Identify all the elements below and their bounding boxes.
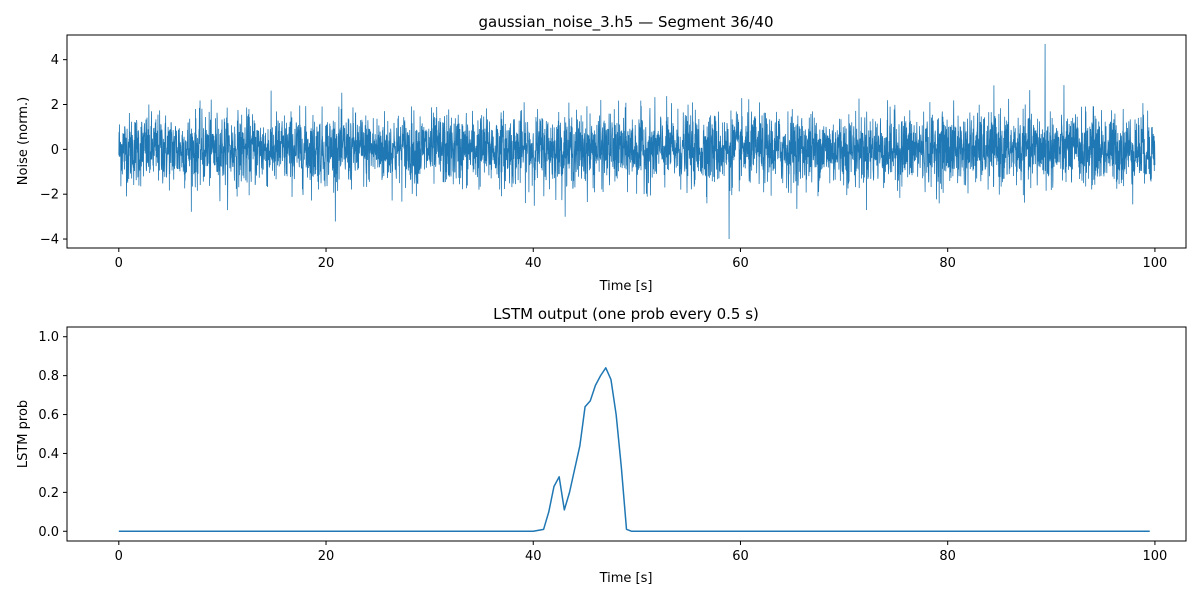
lstm-x-label: Time [s] [599, 571, 653, 586]
lstm-prob-line [118, 367, 1150, 533]
y-tick-label: −4 [40, 233, 59, 248]
x-tick-label: 0 [115, 256, 123, 271]
noise-x-ticks: 0 20 40 60 80 100 [115, 248, 1168, 271]
x-tick-label: 60 [732, 549, 749, 564]
lstm-y-label: LSTM prob [16, 400, 31, 468]
lstm-y-ticks: 0.0 0.2 0.4 0.6 0.8 1.0 [38, 330, 67, 540]
lstm-x-ticks: 0 20 40 60 80 100 [115, 541, 1168, 564]
x-tick-label: 40 [525, 256, 542, 271]
y-tick-label: 0.0 [38, 525, 59, 540]
x-tick-label: 0 [115, 549, 123, 564]
y-tick-label: 0.6 [38, 408, 59, 423]
y-tick-label: −2 [40, 188, 59, 203]
x-tick-label: 100 [1143, 256, 1168, 271]
lstm-chart-title: LSTM output (one prob every 0.5 s) [493, 305, 759, 323]
noise-y-label: Noise (norm.) [16, 97, 31, 185]
y-tick-label: 1.0 [38, 330, 59, 345]
noise-chart-title: gaussian_noise_3.h5 — Segment 36/40 [478, 13, 773, 32]
noise-marks [118, 43, 1156, 240]
x-tick-label: 80 [939, 549, 956, 564]
x-tick-label: 20 [318, 256, 335, 271]
lstm-marks [118, 367, 1150, 533]
y-tick-label: 0.8 [38, 369, 59, 384]
y-tick-label: 0 [51, 143, 59, 158]
x-tick-label: 80 [939, 256, 956, 271]
x-tick-label: 60 [732, 256, 749, 271]
noise-x-label: Time [s] [599, 279, 653, 294]
y-tick-label: 4 [51, 53, 59, 68]
y-tick-label: 0.2 [38, 486, 59, 501]
lstm-plot-frame [66, 326, 1187, 542]
noise-y-ticks: −4 −2 0 2 4 [40, 53, 67, 248]
noise-plot-frame [66, 34, 1187, 249]
x-tick-label: 100 [1143, 549, 1168, 564]
y-tick-label: 2 [51, 98, 59, 113]
x-tick-label: 40 [525, 549, 542, 564]
lstm-panel: LSTM output (one prob every 0.5 s) 0 20 40… [16, 305, 1187, 586]
noise-panel: gaussian_noise_3.h5 — Segment 36/40 0 20 4… [16, 13, 1187, 294]
noise-series-line [118, 43, 1156, 240]
y-tick-label: 0.4 [38, 447, 59, 462]
x-tick-label: 20 [318, 549, 335, 564]
